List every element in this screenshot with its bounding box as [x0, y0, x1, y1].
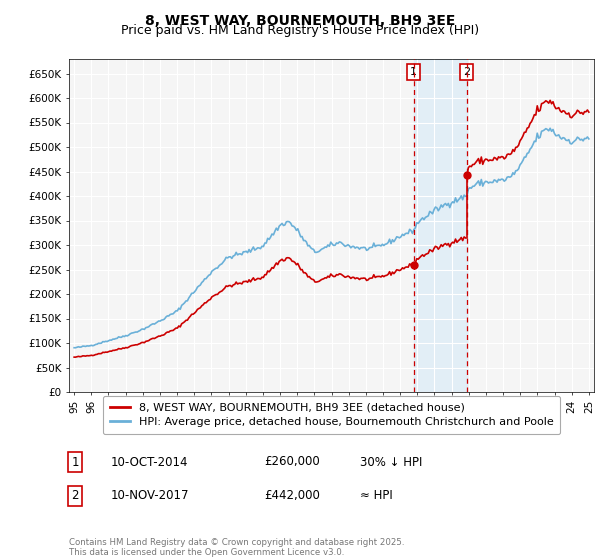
Text: £260,000: £260,000: [264, 455, 320, 469]
Text: Price paid vs. HM Land Registry's House Price Index (HPI): Price paid vs. HM Land Registry's House …: [121, 24, 479, 37]
Text: 2: 2: [71, 489, 79, 502]
Text: 8, WEST WAY, BOURNEMOUTH, BH9 3EE: 8, WEST WAY, BOURNEMOUTH, BH9 3EE: [145, 14, 455, 28]
Text: 30% ↓ HPI: 30% ↓ HPI: [360, 455, 422, 469]
Text: 2: 2: [463, 67, 470, 77]
Legend: 8, WEST WAY, BOURNEMOUTH, BH9 3EE (detached house), HPI: Average price, detached: 8, WEST WAY, BOURNEMOUTH, BH9 3EE (detac…: [103, 396, 560, 434]
Bar: [413, 59, 467, 392]
Text: 10-NOV-2017: 10-NOV-2017: [111, 489, 190, 502]
Text: Contains HM Land Registry data © Crown copyright and database right 2025.
This d: Contains HM Land Registry data © Crown c…: [69, 538, 404, 557]
Text: 10-OCT-2014: 10-OCT-2014: [111, 455, 188, 469]
Text: 1: 1: [410, 67, 417, 77]
Text: 1: 1: [71, 455, 79, 469]
Text: £442,000: £442,000: [264, 489, 320, 502]
Text: ≈ HPI: ≈ HPI: [360, 489, 393, 502]
